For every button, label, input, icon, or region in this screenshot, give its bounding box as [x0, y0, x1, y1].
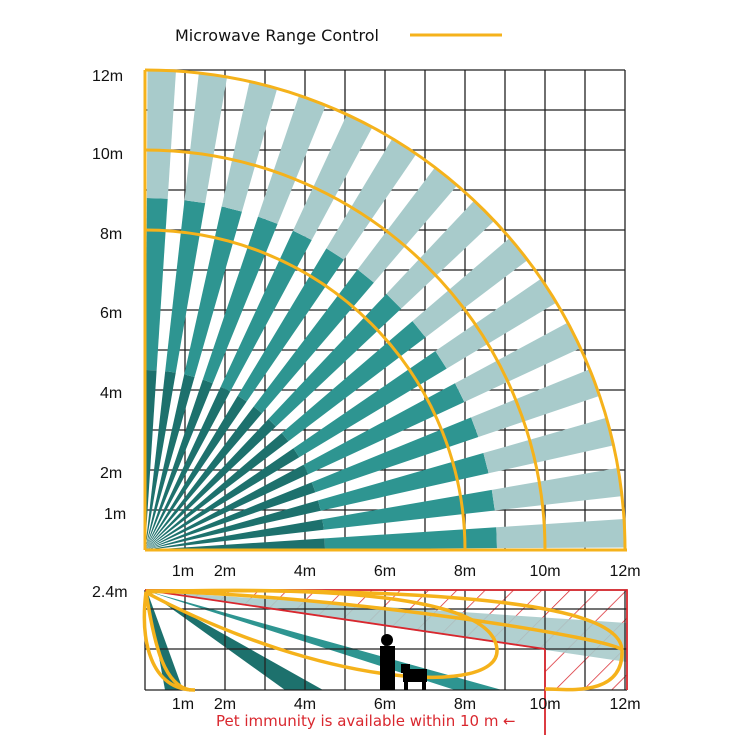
beam-outer-segment — [471, 369, 600, 437]
beam-inner-segment — [145, 538, 325, 550]
side-beam-mid — [147, 591, 502, 690]
beam-mid-segment — [324, 527, 497, 550]
beam-outer-segment — [491, 467, 622, 511]
top-y-axis-labels: 12m 10m 8m 6m 4m 2m 1m — [92, 68, 126, 523]
beam-outer-segment — [435, 278, 557, 369]
beam-mid-segment — [322, 489, 495, 530]
range-arcs — [143, 68, 627, 552]
side-beam-steep — [147, 591, 183, 690]
x-label: 6m — [374, 696, 396, 713]
x-label: 4m — [294, 696, 316, 713]
beam-outer-segment — [258, 95, 326, 224]
beam-inner-segment — [145, 379, 213, 550]
beam-outer-segment — [184, 73, 228, 204]
x-label: 12m — [609, 563, 640, 580]
beam-outer-segment — [357, 167, 458, 283]
beam-inner-segment — [145, 374, 195, 550]
beam-mid-segment — [293, 351, 447, 458]
pet-immunity-note: Pet immunity is available within 10 m — [216, 712, 498, 730]
x-label: 8m — [454, 696, 476, 713]
side-x-axis-labels: 1m 2m 4m 6m 8m 10m 12m — [172, 696, 641, 713]
beam-outer-segment — [221, 81, 278, 212]
x-label: 2m — [214, 563, 236, 580]
beam-outer-segment — [412, 237, 528, 338]
beam-outer-segment — [293, 114, 373, 240]
beam-inner-segment — [145, 448, 300, 550]
arrow-left-icon: ← — [503, 712, 516, 730]
beam-inner-segment — [145, 482, 316, 550]
beam-mid-segment — [253, 269, 374, 414]
beam-outer-segment — [496, 519, 625, 549]
y-label: 6m — [100, 305, 122, 322]
beam-inner-segment — [145, 419, 276, 550]
beam-mid-segment — [237, 248, 344, 402]
beam-outer-segment — [146, 70, 176, 199]
range-arc-8m — [144, 228, 467, 551]
beam-mid-segment — [220, 230, 312, 392]
beam-mid-segment — [311, 417, 479, 493]
beam-inner-segment — [145, 386, 231, 550]
beam-inner-segment — [145, 432, 289, 550]
beam-inner-segment — [145, 500, 321, 550]
beam-mid-segment — [268, 293, 402, 427]
x-label: 12m — [609, 696, 640, 713]
beam-inner-segment — [145, 371, 176, 550]
beam-outer-segment — [483, 417, 614, 474]
x-label: 8m — [454, 563, 476, 580]
beam-inner-segment — [145, 395, 247, 550]
legend-label: Microwave Range Control — [175, 26, 379, 45]
beam-outer-segment — [455, 322, 581, 402]
beam-mid-segment — [184, 206, 242, 377]
beam-inner-segment — [145, 464, 309, 550]
range-arc-12m — [144, 68, 627, 551]
beam-mid-segment — [281, 321, 426, 442]
x-label: 4m — [294, 563, 316, 580]
y-label: 1m — [104, 506, 126, 523]
top-view-beams — [145, 70, 625, 550]
x-label: 1m — [172, 563, 194, 580]
beam-outer-segment — [386, 200, 495, 309]
beam-mid-segment — [303, 383, 465, 475]
x-label: 6m — [374, 563, 396, 580]
x-label: 10m — [529, 696, 560, 713]
x-label: 10m — [529, 563, 560, 580]
y-label: 4m — [100, 385, 122, 402]
top-x-axis-labels: 1m 2m 4m 6m 8m 10m 12m — [172, 563, 641, 580]
side-view: 2.4m 1m 2m 4m 6m 8m 10m 12m Pet immunity… — [92, 584, 641, 735]
range-arc-10m — [144, 148, 547, 551]
pet-dog-icon — [401, 664, 427, 690]
beam-inner-segment — [145, 519, 324, 550]
beam-mid-segment — [165, 200, 206, 373]
height-label: 2.4m — [92, 584, 128, 601]
y-label: 2m — [100, 465, 122, 482]
beam-inner-segment — [145, 406, 263, 550]
x-label: 2m — [214, 696, 236, 713]
x-label: 1m — [172, 696, 194, 713]
person-icon — [380, 634, 395, 690]
y-label: 10m — [92, 146, 123, 163]
detection-loop-small — [142, 591, 196, 692]
y-label: 12m — [92, 68, 123, 85]
detection-loop-large — [145, 588, 624, 692]
beam-outer-segment — [326, 138, 417, 260]
beam-mid-segment — [202, 216, 278, 384]
beam-mid-segment — [145, 198, 168, 371]
y-label: 8m — [100, 226, 122, 243]
beam-mid-segment — [318, 453, 489, 511]
beam-inner-segment — [145, 370, 157, 550]
